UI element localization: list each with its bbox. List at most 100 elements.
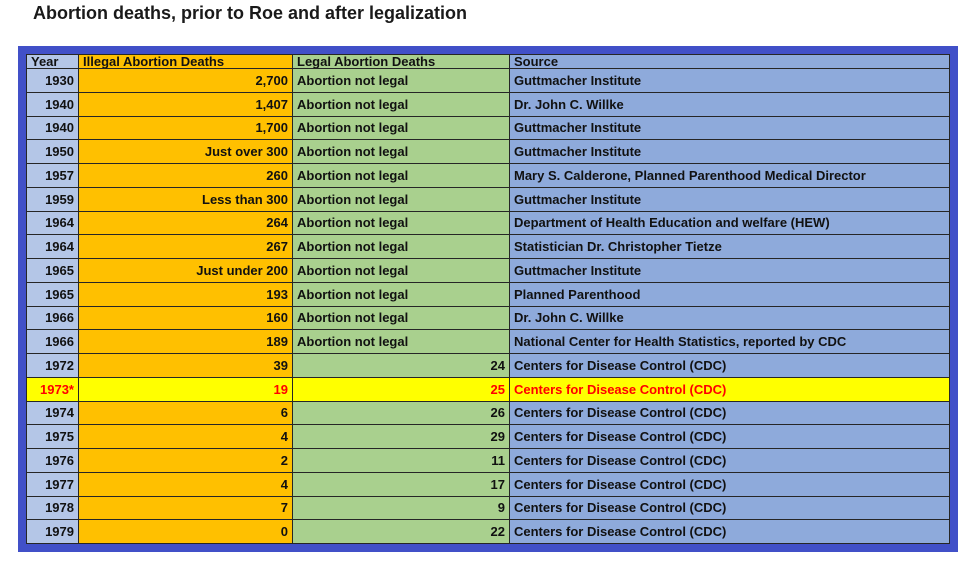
cell-illegal: 260 [78,163,293,188]
cell-year: 1959 [26,186,79,212]
cell-illegal: 7 [78,495,293,521]
cell-year: 1977 [26,471,79,497]
cell-year: 1965 [26,258,79,283]
cell-year: 1979 [26,519,79,544]
cell-legal: Abortion not legal [292,234,510,259]
table-row: 1974 6 26 Centers for Disease Control (CDC) [26,400,950,426]
table-row: 1976 2 11 Centers for Disease Control (CDC) [26,448,950,473]
cell-year: 1974 [26,400,79,426]
cell-illegal: Less than 300 [78,186,293,212]
cell-legal: Abortion not legal [292,115,510,141]
cell-source: Guttmacher Institute [509,258,950,283]
cell-illegal: 4 [78,471,293,497]
table-row: 1965 193 Abortion not legal Planned Parenth… [26,281,950,307]
table-row: 1959 Less than 300 Abortion not legal Guttm… [26,186,950,212]
cell-legal: 25 [292,376,510,402]
cell-legal: Abortion not legal [292,258,510,283]
cell-legal: 22 [292,519,510,544]
cell-illegal: 0 [78,519,293,544]
cell-source: Guttmacher Institute [509,139,950,164]
column-header-illegal: Illegal Abortion Deaths [78,54,293,69]
table-row: 1975 4 29 Centers for Disease Control (CDC) [26,424,950,449]
cell-legal: Abortion not legal [292,281,510,307]
cell-year: 1957 [26,163,79,188]
table-row: 1973* 19 25 Centers for Disease Control (CD… [26,376,950,402]
cell-source: Centers for Disease Control (CDC) [509,376,950,402]
table-row: 1964 264 Abortion not legal Department of H… [26,210,950,236]
cell-source: Department of Health Education and welfa… [509,210,950,236]
table-row: 1940 1,407 Abortion not legal Dr. John C. W… [26,91,950,117]
table-row: 1950 Just over 300 Abortion not legal Guttm… [26,139,950,164]
cell-illegal: 1,700 [78,115,293,141]
column-header-legal: Legal Abortion Deaths [292,54,510,69]
table-header-row: Year Illegal Abortion Deaths Legal Abortio… [26,54,950,69]
cell-year: 1965 [26,281,79,307]
table-row: 1940 1,700 Abortion not legal Guttmacher In… [26,115,950,141]
data-table-frame: Year Illegal Abortion Deaths Legal Abortio… [18,46,958,552]
cell-source: Statistician Dr. Christopher Tietze [509,234,950,259]
cell-year: 1964 [26,234,79,259]
cell-year: 1964 [26,210,79,236]
cell-source: Centers for Disease Control (CDC) [509,400,950,426]
page-title: Abortion deaths, prior to Roe and after … [33,3,468,23]
cell-year: 1966 [26,305,79,331]
cell-year: 1966 [26,329,79,354]
cell-year: 1930 [26,68,79,93]
cell-legal: Abortion not legal [292,329,510,354]
table-row: 1972 39 24 Centers for Disease Control (CDC… [26,353,950,378]
cell-source: Centers for Disease Control (CDC) [509,471,950,497]
cell-illegal: 4 [78,424,293,449]
cell-legal: 26 [292,400,510,426]
cell-source: Guttmacher Institute [509,186,950,212]
table-row: 1930 2,700 Abortion not legal Guttmacher In… [26,68,950,93]
cell-legal: Abortion not legal [292,305,510,331]
column-header-source: Source [509,54,950,69]
cell-year: 1978 [26,495,79,521]
table-row: 1977 4 17 Centers for Disease Control (CDC) [26,471,950,497]
cell-source: Dr. John C. Willke [509,305,950,331]
cell-legal: 9 [292,495,510,521]
cell-illegal: Just under 200 [78,258,293,283]
cell-illegal: 267 [78,234,293,259]
cell-illegal: 2 [78,448,293,473]
cell-source: National Center for Health Statistics, r… [509,329,950,354]
cell-legal: 17 [292,471,510,497]
cell-illegal: 6 [78,400,293,426]
cell-legal: Abortion not legal [292,210,510,236]
table-row: 1957 260 Abortion not legal Mary S. Caldero… [26,163,950,188]
table-row: 1979 0 22 Centers for Disease Control (CDC) [26,519,950,544]
cell-illegal: Just over 300 [78,139,293,164]
table-row: 1966 160 Abortion not legal Dr. John C. Wil… [26,305,950,331]
cell-illegal: 189 [78,329,293,354]
table-row: 1965 Just under 200 Abortion not legal Gutt… [26,258,950,283]
cell-illegal: 160 [78,305,293,331]
cell-legal: Abortion not legal [292,91,510,117]
cell-source: Centers for Disease Control (CDC) [509,353,950,378]
cell-source: Centers for Disease Control (CDC) [509,448,950,473]
cell-source: Planned Parenthood [509,281,950,307]
cell-illegal: 264 [78,210,293,236]
cell-source: Mary S. Calderone, Planned Parenthood Me… [509,163,950,188]
cell-legal: Abortion not legal [292,163,510,188]
table-row: 1966 189 Abortion not legal National Center… [26,329,950,354]
cell-year: 1972 [26,353,79,378]
cell-illegal: 2,700 [78,68,293,93]
abortion-deaths-table: Year Illegal Abortion Deaths Legal Abortio… [26,54,950,544]
cell-year: 1976 [26,448,79,473]
table-row: 1964 267 Abortion not legal Statistician Dr… [26,234,950,259]
cell-legal: Abortion not legal [292,186,510,212]
cell-source: Dr. John C. Willke [509,91,950,117]
cell-legal: 11 [292,448,510,473]
cell-illegal: 193 [78,281,293,307]
table-body: 1930 2,700 Abortion not legal Guttmacher In… [26,68,950,544]
cell-year: 1975 [26,424,79,449]
cell-source: Centers for Disease Control (CDC) [509,519,950,544]
cell-source: Guttmacher Institute [509,115,950,141]
cell-source: Centers for Disease Control (CDC) [509,495,950,521]
cell-illegal: 19 [78,376,293,402]
cell-source: Centers for Disease Control (CDC) [509,424,950,449]
cell-year: 1950 [26,139,79,164]
cell-legal: Abortion not legal [292,68,510,93]
column-header-year: Year [26,54,79,69]
